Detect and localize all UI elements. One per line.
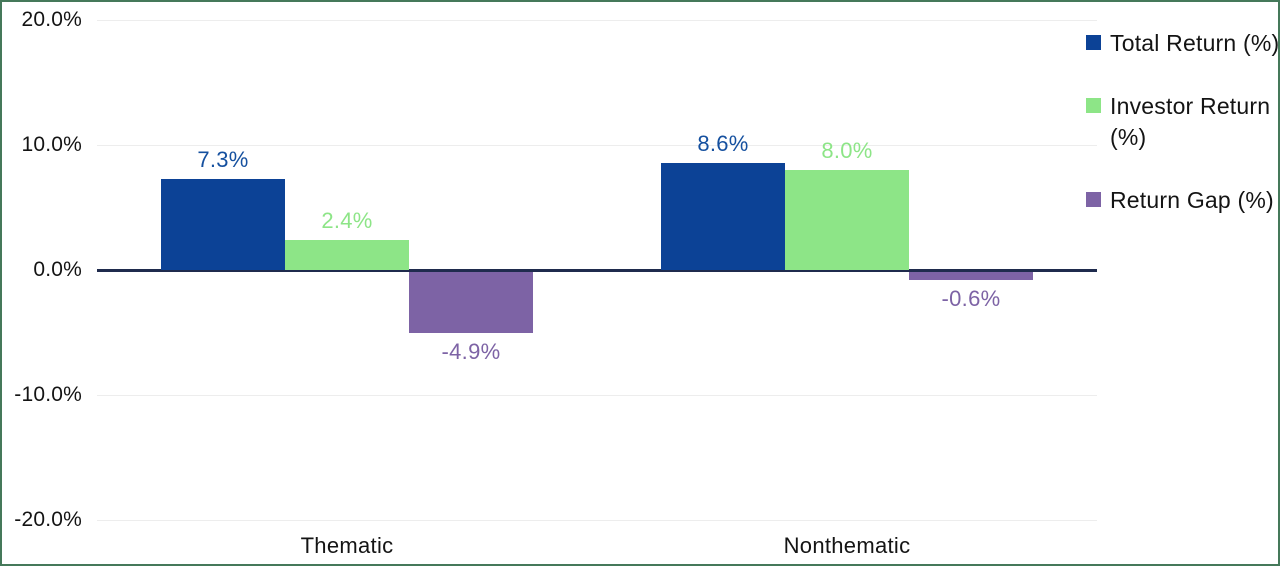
bar-value-label: 7.3% bbox=[197, 146, 249, 172]
x-axis-category-label: Thematic bbox=[300, 533, 394, 558]
legend-label: Return Gap (%) bbox=[1110, 187, 1274, 213]
bar-return-gap-nonthematic bbox=[909, 272, 1033, 280]
y-axis-tick-label: 0.0% bbox=[33, 258, 82, 281]
bar-total-return-nonthematic bbox=[661, 162, 785, 270]
y-axis-tick-label: -20.0% bbox=[14, 508, 82, 531]
bar-value-label: 2.4% bbox=[321, 208, 373, 233]
legend-label: Total Return (%) bbox=[1110, 30, 1280, 56]
y-axis-tick-label: 20.0% bbox=[21, 8, 82, 31]
bar-value-label: -4.9% bbox=[441, 339, 501, 365]
bar-total-return-thematic bbox=[161, 178, 285, 270]
bar-return-gap-thematic bbox=[409, 272, 533, 334]
y-axis-tick-label: 10.0% bbox=[21, 133, 82, 156]
bar-value-label: 8.0% bbox=[821, 138, 873, 163]
y-axis-tick-label: -10.0% bbox=[14, 383, 82, 406]
bar-value-label: -0.6% bbox=[941, 285, 1001, 311]
legend-item: Return Gap (%) bbox=[1086, 185, 1278, 216]
gridline bbox=[97, 520, 1097, 521]
zero-axis-line bbox=[97, 269, 1097, 272]
bar-investor-return-nonthematic bbox=[785, 170, 909, 270]
bar-value-label: 8.6% bbox=[697, 130, 749, 156]
legend-label: Investor Return (%) bbox=[1110, 93, 1271, 150]
bar-investor-return-thematic bbox=[285, 240, 409, 270]
gridline bbox=[97, 145, 1097, 146]
gridline bbox=[97, 395, 1097, 396]
gridline bbox=[97, 20, 1097, 21]
legend-swatch-icon bbox=[1086, 98, 1101, 113]
legend-item: Investor Return (%) bbox=[1086, 91, 1278, 153]
legend-swatch-icon bbox=[1086, 192, 1101, 207]
x-axis-category-label: Nonthematic bbox=[783, 533, 911, 558]
legend: Total Return (%) Investor Return (%) Retur… bbox=[1086, 28, 1280, 216]
legend-item: Total Return (%) bbox=[1086, 28, 1280, 59]
legend-swatch-icon bbox=[1086, 35, 1101, 50]
